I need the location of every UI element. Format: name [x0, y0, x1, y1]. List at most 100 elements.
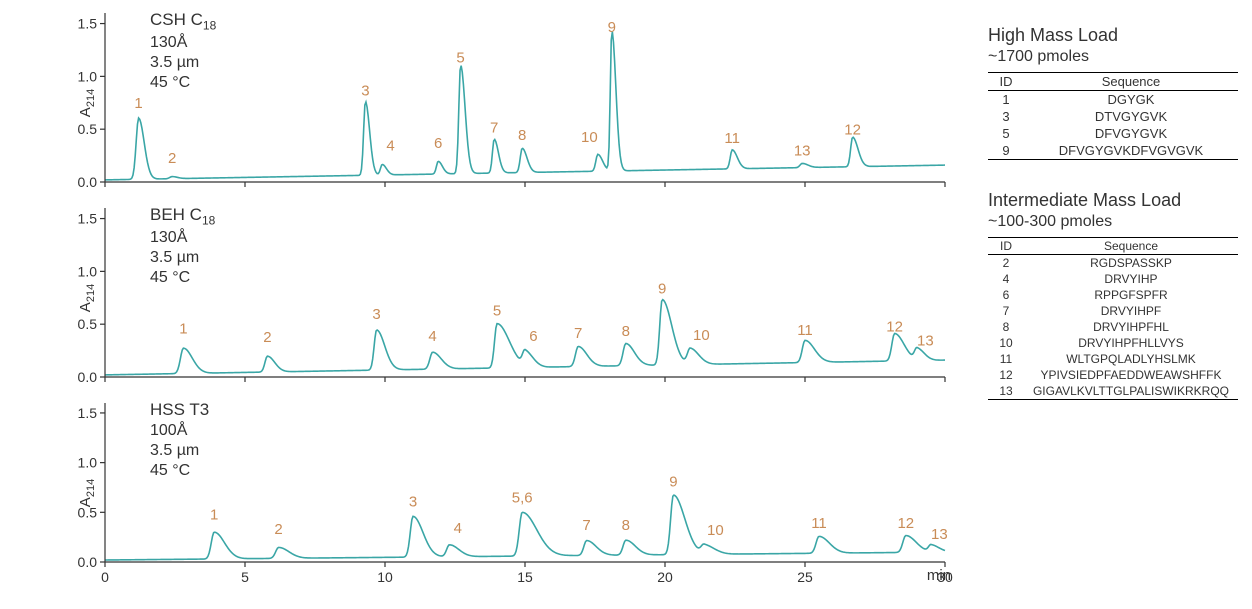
cell-id: 7 [988, 303, 1024, 319]
cell-id: 13 [988, 383, 1024, 400]
cell-seq: GIGAVLKVLTTGLPALISWIKRKRQQ [1024, 383, 1238, 400]
x-tick-label: 5 [241, 569, 249, 585]
table-row: 13GIGAVLKVLTTGLPALISWIKRKRQQ [988, 383, 1238, 400]
peak-label: 5,6 [512, 489, 533, 506]
trace-line [105, 300, 945, 375]
peak-label: 2 [263, 329, 271, 346]
high-mass-tbody: 1DGYGK3DTVGYGVK5DFVGYGVK9DFVGYGVKDFVGVGV… [988, 91, 1238, 160]
intermediate-mass-table: ID Sequence 2RGDSPASSKP4DRVYIHP6RPPGFSPF… [988, 237, 1238, 400]
high-mass-table-block: High Mass Load ~1700 pmoles ID Sequence … [988, 25, 1240, 160]
table-row: 4DRVYIHP [988, 271, 1238, 287]
peak-label: 2 [168, 150, 176, 167]
col-seq: Sequence [1024, 73, 1238, 91]
peak-label: 9 [669, 473, 677, 490]
peak-label: 13 [794, 143, 811, 160]
x-tick-label: 25 [797, 569, 813, 585]
peak-label: 3 [409, 493, 417, 510]
cell-id: 8 [988, 319, 1024, 335]
peak-label: 13 [931, 526, 948, 543]
peak-label: 3 [372, 306, 380, 323]
table-row: 2RGDSPASSKP [988, 255, 1238, 272]
intermediate-mass-table-block: Intermediate Mass Load ~100-300 pmoles I… [988, 190, 1240, 400]
y-tick-label: 0.0 [78, 369, 98, 385]
table-row: 11WLTGPQLADLYHSLMK [988, 351, 1238, 367]
intermediate-mass-sub: ~100-300 pmoles [988, 213, 1240, 231]
peak-label: 8 [622, 517, 630, 534]
peak-label: 1 [134, 95, 142, 112]
peak-label: 12 [844, 121, 861, 138]
col-id: ID [988, 73, 1024, 91]
peak-label: 10 [707, 522, 724, 539]
y-tick-label: 1.0 [78, 263, 98, 279]
cell-id: 6 [988, 287, 1024, 303]
table-row: 7DRVYIHPF [988, 303, 1238, 319]
cell-id: 1 [988, 91, 1024, 109]
layout-root: A214CSH C18130Å3.5 µm45 °C0.00.51.01.512… [0, 0, 1252, 609]
x-axis-unit: min [927, 567, 951, 584]
x-tick-label: 10 [377, 569, 393, 585]
peak-label: 11 [797, 322, 813, 339]
peak-label: 10 [693, 327, 710, 344]
peak-label: 7 [574, 325, 582, 342]
y-tick-label: 1.0 [78, 68, 98, 84]
peak-label: 9 [658, 281, 666, 298]
peak-label: 1 [179, 321, 187, 338]
cell-id: 12 [988, 367, 1024, 383]
col-seq: Sequence [1024, 238, 1238, 255]
col-id: ID [988, 238, 1024, 255]
axes [105, 403, 945, 562]
peak-label: 12 [886, 319, 903, 336]
cell-id: 5 [988, 125, 1024, 142]
x-tick-label: 20 [657, 569, 673, 585]
table-row: 9DFVGYGVKDFVGVGVK [988, 142, 1238, 160]
cell-id: 11 [988, 351, 1024, 367]
peak-label: 8 [518, 127, 526, 144]
peak-label: 13 [917, 332, 934, 349]
x-tick-label: 0 [101, 569, 109, 585]
axes [105, 13, 945, 182]
cell-seq: RGDSPASSKP [1024, 255, 1238, 272]
intermediate-mass-title: Intermediate Mass Load [988, 190, 1240, 211]
cell-id: 2 [988, 255, 1024, 272]
peak-label: 9 [608, 19, 616, 36]
peak-label: 7 [490, 119, 498, 136]
peak-label: 10 [581, 129, 598, 146]
table-row: 1DGYGK [988, 91, 1238, 109]
y-tick-label: 0.0 [78, 554, 98, 570]
table-row: 10DRVYIHPFHLLVYS [988, 335, 1238, 351]
high-mass-table: ID Sequence 1DGYGK3DTVGYGVK5DFVGYGVK9DFV… [988, 72, 1238, 160]
peak-label: 5 [456, 50, 464, 67]
cell-id: 9 [988, 142, 1024, 160]
y-tick-label: 1.5 [78, 16, 98, 32]
y-tick-label: 0.5 [78, 316, 98, 332]
cell-seq: DRVYIHPF [1024, 303, 1238, 319]
peak-label: 7 [582, 517, 590, 534]
cell-id: 10 [988, 335, 1024, 351]
table-row: 8DRVYIHPFHL [988, 319, 1238, 335]
y-tick-label: 1.0 [78, 455, 98, 471]
panel-description: CSH C18130Å3.5 µm45 °C [150, 9, 216, 93]
high-mass-title: High Mass Load [988, 25, 1240, 46]
y-tick-label: 1.5 [78, 211, 98, 227]
x-tick-label: 15 [517, 569, 533, 585]
peak-label: 4 [428, 328, 436, 345]
tables-column: High Mass Load ~1700 pmoles ID Sequence … [980, 0, 1252, 609]
cell-seq: DTVGYGVK [1024, 108, 1238, 125]
cell-seq: DRVYIHPFHL [1024, 319, 1238, 335]
chromatogram-panel-hss: A214HSS T3100Å3.5 µm45 °C0.00.51.01.5051… [55, 395, 955, 590]
chromatogram-panel-csh: A214CSH C18130Å3.5 µm45 °C0.00.51.01.512… [55, 5, 955, 200]
y-tick-label: 0.5 [78, 504, 98, 520]
axes [105, 208, 945, 377]
cell-seq: DFVGYGVKDFVGVGVK [1024, 142, 1238, 160]
peak-label: 8 [622, 323, 630, 340]
panel-description: HSS T3100Å3.5 µm45 °C [150, 399, 209, 481]
peak-label: 11 [811, 515, 827, 532]
table-row: 5DFVGYGVK [988, 125, 1238, 142]
cell-seq: RPPGFSPFR [1024, 287, 1238, 303]
table-row: 3DTVGYGVK [988, 108, 1238, 125]
peak-label: 6 [434, 135, 442, 152]
cell-seq: DFVGYGVK [1024, 125, 1238, 142]
peak-label: 12 [897, 515, 914, 532]
y-tick-label: 1.5 [78, 405, 98, 421]
cell-id: 3 [988, 108, 1024, 125]
